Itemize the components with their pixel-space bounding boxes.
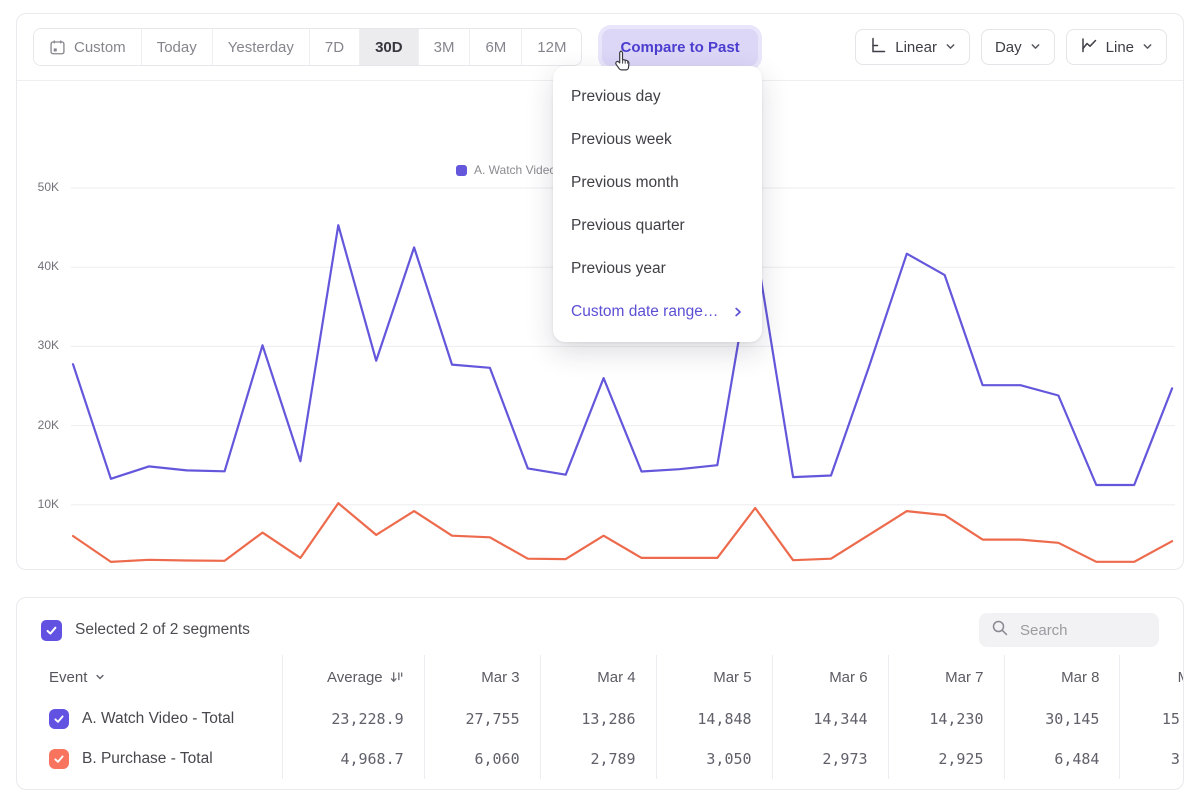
granularity-label: Day bbox=[994, 38, 1022, 56]
axis-icon bbox=[869, 36, 887, 58]
event-label: A. Watch Video - Total bbox=[82, 710, 235, 727]
scale-label: Linear bbox=[895, 38, 937, 56]
menu-item-previous-quarter[interactable]: Previous quarter bbox=[571, 216, 685, 234]
column-header-mar-6: Mar 6 bbox=[772, 655, 889, 699]
y-tick-label: 20K bbox=[37, 417, 59, 432]
column-header-mar-4: Mar 4 bbox=[540, 655, 657, 699]
chart-type-label: Line bbox=[1105, 38, 1134, 56]
value-cell: 4,968.7 bbox=[282, 739, 425, 779]
chevron-down-icon bbox=[95, 672, 105, 682]
menu-item-previous-day[interactable]: Previous day bbox=[571, 87, 661, 105]
calendar-icon bbox=[49, 39, 66, 56]
column-header-average[interactable]: Average bbox=[282, 655, 425, 699]
value-cell: 14,344 bbox=[772, 699, 889, 739]
chevron-down-icon bbox=[945, 39, 956, 56]
chart-display-controls: Linear Day Line bbox=[855, 29, 1167, 65]
value-cell: 30,145 bbox=[1004, 699, 1121, 739]
column-header-mar-7: Mar 7 bbox=[888, 655, 1005, 699]
value-cell: 13,286 bbox=[540, 699, 657, 739]
granularity-select[interactable]: Day bbox=[980, 29, 1055, 65]
table-row-a-watch-video-total: A. Watch Video - Total 23,228.9 27,755 13,2… bbox=[47, 699, 1183, 739]
segments-header: Selected 2 of 2 segments bbox=[17, 598, 1183, 655]
value-cell: 6,484 bbox=[1004, 739, 1121, 779]
row-checkbox[interactable] bbox=[49, 749, 69, 769]
column-header-mar-5: Mar 5 bbox=[656, 655, 773, 699]
preset-7d[interactable]: 7D bbox=[309, 29, 361, 65]
event-cell: B. Purchase - Total bbox=[47, 739, 284, 779]
segments-table: Event Average Mar 3 Mar 4 Mar 5 Mar 6 Mar 7 Mar… bbox=[47, 655, 1183, 779]
scale-select[interactable]: Linear bbox=[855, 29, 970, 65]
value-cell: 3,050 bbox=[656, 739, 773, 779]
row-checkbox[interactable] bbox=[49, 709, 69, 729]
table-row-b-purchase-total: B. Purchase - Total 4,968.7 6,060 2,789 3,05… bbox=[47, 739, 1183, 779]
menu-item-previous-month[interactable]: Previous month bbox=[571, 173, 679, 191]
preset-today[interactable]: Today bbox=[141, 29, 213, 65]
segments-card: Selected 2 of 2 segments EventAverageMar… bbox=[16, 597, 1184, 790]
value-cell: 15,500 bbox=[1161, 710, 1183, 728]
segments-table-wrap: Event Average Mar 3 Mar 4 Mar 5 Mar 6 Mar 7 Mar… bbox=[47, 655, 1183, 779]
search-icon bbox=[991, 619, 1009, 642]
compare-to-past-button[interactable]: Compare to Past bbox=[602, 28, 758, 66]
chevron-down-icon bbox=[1142, 39, 1153, 56]
preset-yesterday[interactable]: Yesterday bbox=[212, 29, 310, 65]
menu-item-previous-week[interactable]: Previous week bbox=[571, 130, 672, 148]
search-box bbox=[979, 613, 1159, 647]
preset-12m[interactable]: 12M bbox=[522, 29, 582, 65]
value-cell: 2,925 bbox=[888, 739, 1005, 779]
event-cell: A. Watch Video - Total bbox=[47, 699, 284, 739]
menu-item-previous-year[interactable]: Previous year bbox=[571, 259, 666, 277]
chevron-right-icon bbox=[732, 306, 744, 318]
date-range-presets: Custom Today Yesterday 7D 30D 3M 6M 12M bbox=[33, 28, 583, 66]
y-tick-label: 40K bbox=[37, 259, 59, 274]
preset-custom[interactable]: Custom bbox=[34, 29, 142, 65]
preset-6m[interactable]: 6M bbox=[470, 29, 523, 65]
column-header-mar-9: Mar 9 bbox=[1120, 655, 1183, 699]
sort-descending-icon[interactable] bbox=[389, 670, 404, 685]
value-cell: 14,230 bbox=[888, 699, 1005, 739]
line-chart-icon bbox=[1080, 36, 1098, 58]
y-tick-label: 10K bbox=[37, 496, 59, 511]
search-input[interactable] bbox=[1018, 620, 1147, 640]
legend-swatch bbox=[456, 164, 467, 176]
menu-item-custom-date-range[interactable]: Custom date range… bbox=[553, 290, 762, 333]
column-header-mar-8: Mar 8 bbox=[1004, 655, 1121, 699]
segments-selected-label: Selected 2 of 2 segments bbox=[75, 621, 250, 638]
value-cell: 6,060 bbox=[424, 739, 541, 779]
preset-3m[interactable]: 3M bbox=[418, 29, 471, 65]
value-cell: 14,848 bbox=[656, 699, 773, 739]
y-tick-label: 50K bbox=[37, 180, 59, 194]
value-cell: 27,755 bbox=[424, 699, 541, 739]
value-cell: 2,973 bbox=[772, 739, 889, 779]
column-header-event[interactable]: Event bbox=[47, 655, 284, 699]
y-tick-label: 30K bbox=[37, 338, 59, 353]
chevron-down-icon bbox=[1030, 39, 1041, 56]
value-cell: 2,789 bbox=[540, 739, 657, 779]
chart-type-select[interactable]: Line bbox=[1065, 29, 1167, 65]
preset-30d[interactable]: 30D bbox=[360, 29, 419, 65]
value-cell: 23,228.9 bbox=[282, 699, 425, 739]
compare-to-past-menu: Previous day Previous week Previous month P… bbox=[553, 66, 762, 342]
value-cell: 3,300 bbox=[1170, 750, 1183, 768]
column-header-mar-3: Mar 3 bbox=[424, 655, 541, 699]
select-all-checkbox[interactable] bbox=[41, 619, 62, 641]
event-label: B. Purchase - Total bbox=[82, 750, 213, 767]
